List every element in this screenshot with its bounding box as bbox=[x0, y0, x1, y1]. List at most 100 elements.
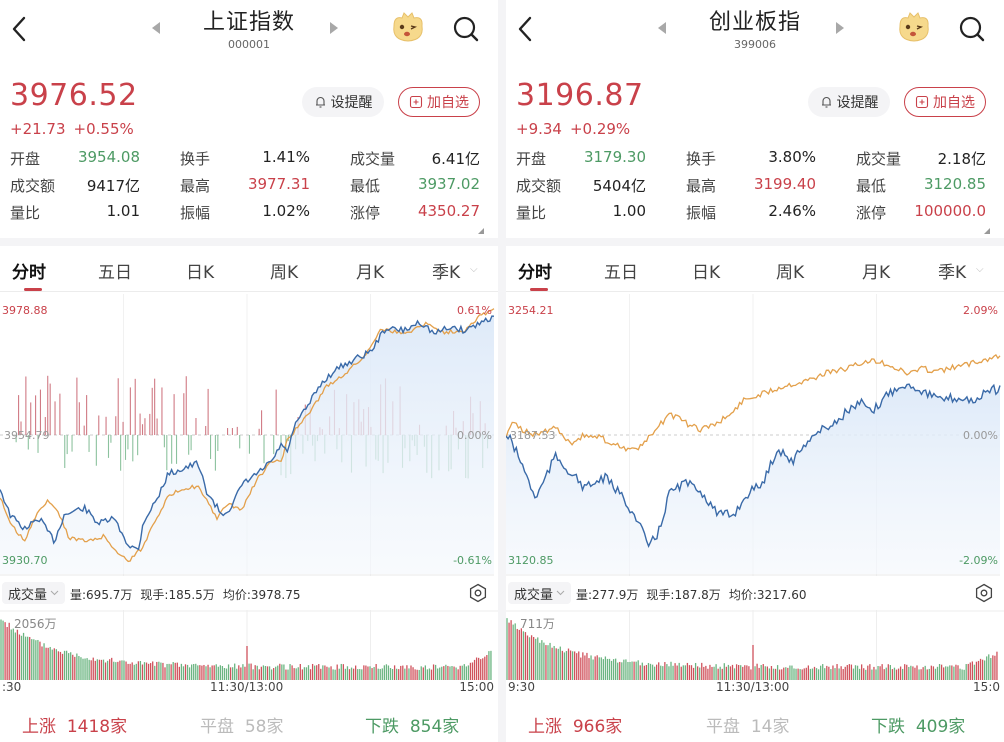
prev-index-button[interactable] bbox=[658, 22, 666, 34]
tab-5[interactable]: 季K bbox=[938, 263, 967, 283]
tab-2[interactable]: 日K bbox=[692, 263, 721, 283]
volume-info: 量:277.9万 现手:187.8万 均价:3217.60 bbox=[576, 586, 814, 603]
stat-value: 100000.0 bbox=[914, 202, 986, 220]
volume-chart[interactable]: 711万 bbox=[506, 610, 1004, 680]
unchanged: 平盘 14家 bbox=[706, 717, 790, 737]
set-alert-button[interactable]: 设提醒 bbox=[808, 87, 890, 117]
panel-divider bbox=[498, 0, 506, 742]
chevron-left-icon[interactable] bbox=[8, 14, 32, 44]
y-axis-mid-label: 3187.53 bbox=[510, 429, 556, 442]
stat-label: 成交量 bbox=[350, 150, 396, 168]
change-value: +9.34 bbox=[516, 120, 562, 138]
index-title: 创业板指 bbox=[708, 10, 801, 35]
tab-3[interactable]: 周K bbox=[270, 263, 299, 283]
current-price: 3976.52 bbox=[10, 78, 138, 113]
expand-stats-icon[interactable] bbox=[984, 228, 990, 234]
time-mid: 11:30/13:00 bbox=[716, 680, 790, 694]
tab-4[interactable]: 月K bbox=[356, 263, 385, 283]
indicator-select[interactable]: 成交量 bbox=[508, 582, 572, 604]
y-axis-bottom-label: 3120.85 bbox=[508, 554, 554, 567]
time-axis: :30 11:30/13:00 15:00 bbox=[0, 680, 498, 696]
set-alert-label: 设提醒 bbox=[836, 95, 879, 111]
tab-5[interactable]: 季K bbox=[432, 263, 461, 283]
stats-row: 成交额 5404亿 最高 3199.40 最低 3120.85 bbox=[516, 175, 986, 202]
chevron-down-icon[interactable]: ⌵ bbox=[470, 264, 478, 275]
time-end: 15:00 bbox=[459, 680, 494, 694]
stat-label: 成交额 bbox=[10, 177, 56, 195]
tab-0[interactable]: 分时 bbox=[518, 263, 552, 283]
volume-max-label: 711万 bbox=[520, 617, 555, 631]
indicator-select-label: 成交量 bbox=[8, 587, 48, 603]
tab-0[interactable]: 分时 bbox=[12, 263, 46, 283]
stat-label: 振幅 bbox=[686, 204, 717, 222]
stats-row: 开盘 3954.08 换手 1.41% 成交量 6.41亿 bbox=[10, 148, 480, 175]
y-axis-top-label: 3978.88 bbox=[2, 304, 48, 317]
time-mid: 11:30/13:00 bbox=[210, 680, 284, 694]
change-percent: +0.29% bbox=[569, 120, 631, 138]
hexagon-settings-icon[interactable] bbox=[974, 583, 994, 603]
next-index-button[interactable] bbox=[330, 22, 338, 34]
hexagon-settings-icon[interactable] bbox=[468, 583, 488, 603]
stat-label: 最低 bbox=[856, 177, 887, 195]
stat-value: 3120.85 bbox=[923, 175, 986, 193]
stat-value: 1.41% bbox=[262, 148, 310, 166]
stat-label: 量比 bbox=[516, 204, 547, 222]
quote-stats: 开盘 3179.30 换手 3.80% 成交量 2.18亿 成交额 5404亿 最高 3199.4… bbox=[516, 148, 986, 229]
next-index-button[interactable] bbox=[836, 22, 844, 34]
plus-square-icon bbox=[915, 95, 929, 109]
volume-max-label: 2056万 bbox=[14, 617, 57, 631]
stats-row: 量比 1.00 振幅 2.46% 涨停 100000.0 bbox=[516, 202, 986, 229]
pct-top-label: 0.61% bbox=[457, 304, 492, 317]
search-icon[interactable] bbox=[958, 15, 986, 43]
stat-label: 量比 bbox=[10, 204, 41, 222]
stats-row: 量比 1.01 振幅 1.02% 涨停 4350.27 bbox=[10, 202, 480, 229]
add-watchlist-button[interactable]: 加自选 bbox=[904, 87, 986, 117]
volume-chart[interactable]: 2056万 bbox=[0, 610, 498, 680]
stat-label: 成交额 bbox=[516, 177, 562, 195]
volume-total: 量:695.7万 bbox=[70, 588, 133, 602]
expand-stats-icon[interactable] bbox=[478, 228, 484, 234]
y-axis-bottom-label: 3930.70 bbox=[2, 554, 48, 567]
panel-chinext: 创业板指 399006 3196.87 +9.34 +0.29% 设提醒 加自选 … bbox=[506, 0, 1004, 742]
set-alert-label: 设提醒 bbox=[330, 95, 373, 111]
mascot-icon[interactable] bbox=[390, 12, 426, 44]
tab-2[interactable]: 日K bbox=[186, 263, 215, 283]
tab-4[interactable]: 月K bbox=[862, 263, 891, 283]
intraday-chart[interactable]: 3254.21 3187.53 3120.85 2.09% 0.00% -2.09% bbox=[506, 294, 1004, 576]
price-change: +21.73 +0.55% bbox=[10, 120, 134, 138]
volume-toolbar: 成交量 量:277.9万 现手:187.8万 均价:3217.60 bbox=[506, 580, 1004, 608]
stats-row: 成交额 9417亿 最高 3977.31 最低 3937.02 bbox=[10, 175, 480, 202]
stat-value: 1.00 bbox=[612, 202, 646, 220]
stat-value: 3937.02 bbox=[417, 175, 480, 193]
pct-bottom-label: -2.09% bbox=[959, 554, 998, 567]
chevron-down-icon[interactable]: ⌵ bbox=[976, 264, 984, 275]
add-watchlist-button[interactable]: 加自选 bbox=[398, 87, 480, 117]
search-icon[interactable] bbox=[452, 15, 480, 43]
prev-index-button[interactable] bbox=[152, 22, 160, 34]
chevron-left-icon[interactable] bbox=[514, 14, 538, 44]
tab-3[interactable]: 周K bbox=[776, 263, 805, 283]
decliners: 下跌 409家 bbox=[871, 717, 966, 737]
mascot-icon[interactable] bbox=[896, 12, 932, 44]
tab-1[interactable]: 五日 bbox=[98, 263, 132, 283]
time-axis: 9:30 11:30/13:00 15:0 bbox=[506, 680, 1004, 696]
tab-1[interactable]: 五日 bbox=[604, 263, 638, 283]
price-line bbox=[506, 383, 1001, 549]
stat-label: 最低 bbox=[350, 177, 381, 195]
indicator-select[interactable]: 成交量 bbox=[2, 582, 66, 604]
bell-icon bbox=[315, 96, 325, 108]
stat-value: 1.02% bbox=[262, 202, 310, 220]
y-axis-top-label: 3254.21 bbox=[508, 304, 554, 317]
active-tab-indicator bbox=[530, 288, 548, 291]
pct-bottom-label: -0.61% bbox=[453, 554, 492, 567]
volume-info: 量:695.7万 现手:185.5万 均价:3978.75 bbox=[70, 586, 308, 603]
time-start: 9:30 bbox=[508, 680, 535, 694]
intraday-chart[interactable]: 3978.88 3954.79 3930.70 0.61% 0.00% -0.61% bbox=[0, 294, 498, 576]
current-price: 3196.87 bbox=[516, 78, 644, 113]
stat-value: 6.41亿 bbox=[431, 150, 480, 168]
stat-value: 3977.31 bbox=[247, 175, 310, 193]
stat-label: 开盘 bbox=[516, 150, 547, 168]
index-code: 399006 bbox=[734, 38, 776, 51]
set-alert-button[interactable]: 设提醒 bbox=[302, 87, 384, 117]
volume-total: 量:277.9万 bbox=[576, 588, 639, 602]
